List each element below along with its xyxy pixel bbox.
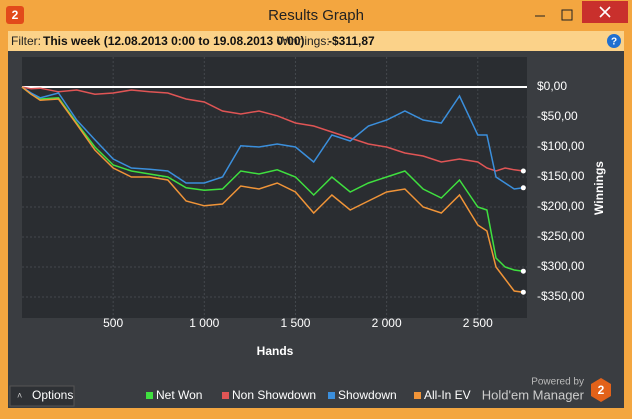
app-icon-text: 2 [12,8,19,22]
close-icon [599,6,611,18]
y-tick-label: -$100,00 [537,139,585,153]
legend-swatch [222,392,229,399]
brand-logo [591,378,611,402]
x-tick-label: 2 500 [463,316,493,330]
end-dot [520,168,526,174]
y-tick-label: -$250,00 [537,229,585,243]
legend-swatch [328,392,335,399]
y-tick-label: -$50,00 [537,109,578,123]
help-button[interactable] [607,34,621,48]
brand-logo-text: 2 [598,383,605,397]
winnings-value: -$311,87 [328,34,375,48]
y-tick-label: -$350,00 [537,289,585,303]
y-tick-label: $0,00 [537,79,567,93]
filter-bar [8,31,624,51]
x-tick-label: 1 500 [280,316,310,330]
legend-label: Non Showdown [232,388,316,402]
end-dot [520,268,526,274]
series-line [21,86,524,190]
y-tick-label: -$300,00 [537,259,585,273]
x-tick-label: 1 000 [189,316,219,330]
legend-swatch [414,392,421,399]
options-caret: ˄ [17,390,22,400]
plot-area [22,57,527,318]
series-line [21,86,524,293]
legend-swatch [146,392,153,399]
filter-label: Filter: [11,34,41,48]
options-text: Options [32,388,73,402]
brand-name: Hold'em Manager [482,387,585,402]
y-tick-label: -$150,00 [537,169,585,183]
y-tick-label: -$200,00 [537,199,585,213]
series-line [21,86,524,172]
legend-label: All-In EV [424,388,471,402]
app-icon [6,6,24,24]
help-text: ? [611,37,617,48]
x-tick-label: 2 000 [372,316,402,330]
end-dot [520,289,526,295]
options-button[interactable] [9,385,75,407]
series-line [21,86,524,272]
window-title: Results Graph [268,7,364,24]
y-axis-title: Winnings [592,161,606,215]
x-tick-label: 500 [103,316,123,330]
x-axis-title: Hands [257,344,294,358]
legend-label: Net Won [156,388,202,402]
legend-label: Showdown [338,388,397,402]
powered-by: Powered by [531,377,584,388]
end-dot [520,185,526,191]
winnings-label: Winnings: [277,34,330,48]
maximize-button[interactable] [561,9,573,21]
filter-value: This week (12.08.2013 0:00 to 19.08.2013… [43,34,305,48]
